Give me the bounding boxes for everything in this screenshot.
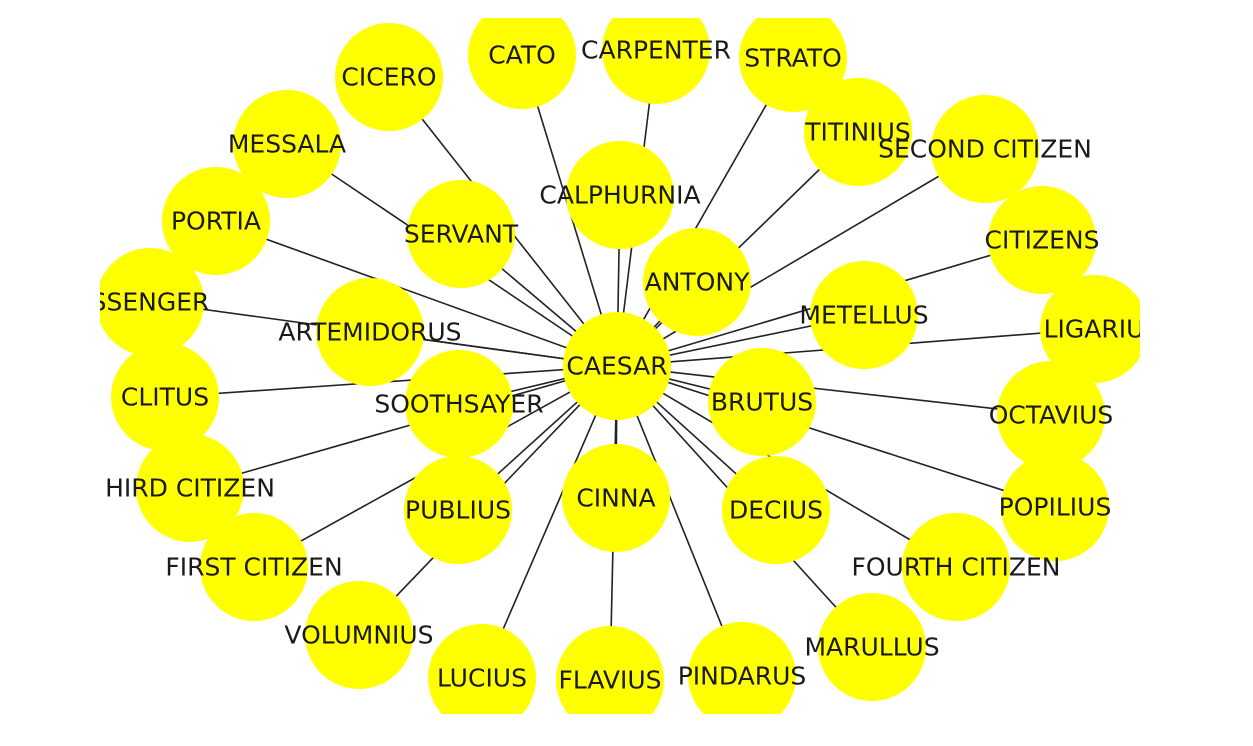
node-label-second-citizen: SECOND CITIZEN <box>878 135 1092 164</box>
node-label-carpenter: CARPENTER <box>581 36 731 65</box>
node-label-servant: SERVANT <box>404 220 519 249</box>
node-label-ligarius: LIGARIU <box>1044 315 1145 344</box>
node-label-titinius: TITINIUS <box>804 118 911 147</box>
node-servant <box>407 180 515 288</box>
node-clitus <box>111 343 219 451</box>
node-octavius <box>997 361 1105 469</box>
node-label-volumnius: VOLUMNIUS <box>284 621 433 650</box>
node-metellus <box>810 261 918 369</box>
node-portia <box>162 167 270 275</box>
node-label-lucius: LUCIUS <box>437 664 527 693</box>
node-caesar <box>563 312 671 420</box>
node-first-citizen <box>200 513 308 621</box>
node-label-metellus: METELLUS <box>799 301 928 330</box>
edge-caesar-third-citizen <box>189 365 618 489</box>
node-label-cato: CATO <box>488 41 556 70</box>
node-label-pindarus: PINDARUS <box>678 662 807 691</box>
node-label-decius: DECIUS <box>729 496 823 525</box>
node-calphurnia <box>566 141 674 249</box>
node-label-popilius: POPILIUS <box>999 493 1112 522</box>
node-citizens <box>988 186 1096 294</box>
node-carpenter <box>602 18 710 104</box>
node-volumnius <box>305 581 413 689</box>
node-label-publius: PUBLIUS <box>405 496 511 525</box>
node-label-first-citizen: FIRST CITIZEN <box>165 553 342 582</box>
node-label-third-citizen: HIRD CITIZEN <box>105 474 275 503</box>
node-publius <box>404 456 512 564</box>
node-label-soothsayer: SOOTHSAYER <box>374 390 543 419</box>
edge-caesar-octavius <box>616 365 1052 416</box>
edge-caesar-pindarus <box>616 365 743 677</box>
node-label-caesar: CAESAR <box>566 352 667 381</box>
node-marullus <box>818 593 926 701</box>
node-label-artemidorus: ARTEMIDORUS <box>278 318 461 347</box>
node-label-marullus: MARULLUS <box>804 633 939 662</box>
node-label-octavius: OCTAVIUS <box>989 401 1114 430</box>
node-titinius <box>804 78 912 186</box>
node-antony <box>643 228 751 336</box>
node-flavius <box>556 626 664 714</box>
node-lucius <box>428 624 536 714</box>
node-label-cicero: CICERO <box>341 63 436 92</box>
node-third-citizen <box>136 434 244 542</box>
node-label-antony: ANTONY <box>645 268 750 297</box>
node-decius <box>722 456 830 564</box>
node-popilius <box>1001 453 1109 561</box>
node-cinna <box>562 444 670 552</box>
nodes-layer <box>100 18 1140 714</box>
node-label-messala: MESSALA <box>228 130 346 159</box>
node-label-flavius: FLAVIUS <box>558 666 661 695</box>
node-label-citizens: CITIZENS <box>985 226 1100 255</box>
node-ligarius <box>1040 275 1140 383</box>
node-pindarus <box>688 622 796 714</box>
node-label-brutus: BRUTUS <box>711 388 813 417</box>
node-label-strato: STRATO <box>744 44 842 73</box>
node-messenger <box>100 248 204 356</box>
node-second-citizen <box>931 95 1039 203</box>
node-label-clitus: CLITUS <box>121 383 209 412</box>
node-label-portia: PORTIA <box>171 207 261 236</box>
edge-caesar-popilius <box>616 365 1056 508</box>
edge-caesar-strato <box>616 57 794 367</box>
node-cato <box>468 18 576 109</box>
node-label-fourth-citizen: FOURTH CITIZEN <box>851 553 1060 582</box>
node-artemidorus <box>316 278 424 386</box>
node-fourth-citizen <box>902 513 1010 621</box>
node-messala <box>233 90 341 198</box>
edge-caesar-lucius <box>481 365 618 679</box>
node-strato <box>739 18 847 112</box>
node-soothsayer <box>405 350 513 458</box>
node-brutus <box>708 348 816 456</box>
node-label-messenger: SSENGER <box>91 288 210 317</box>
node-label-calphurnia: CALPHURNIA <box>539 181 700 210</box>
edge-caesar-portia <box>215 220 618 367</box>
node-label-cinna: CINNA <box>576 484 655 513</box>
node-cicero <box>335 23 443 131</box>
